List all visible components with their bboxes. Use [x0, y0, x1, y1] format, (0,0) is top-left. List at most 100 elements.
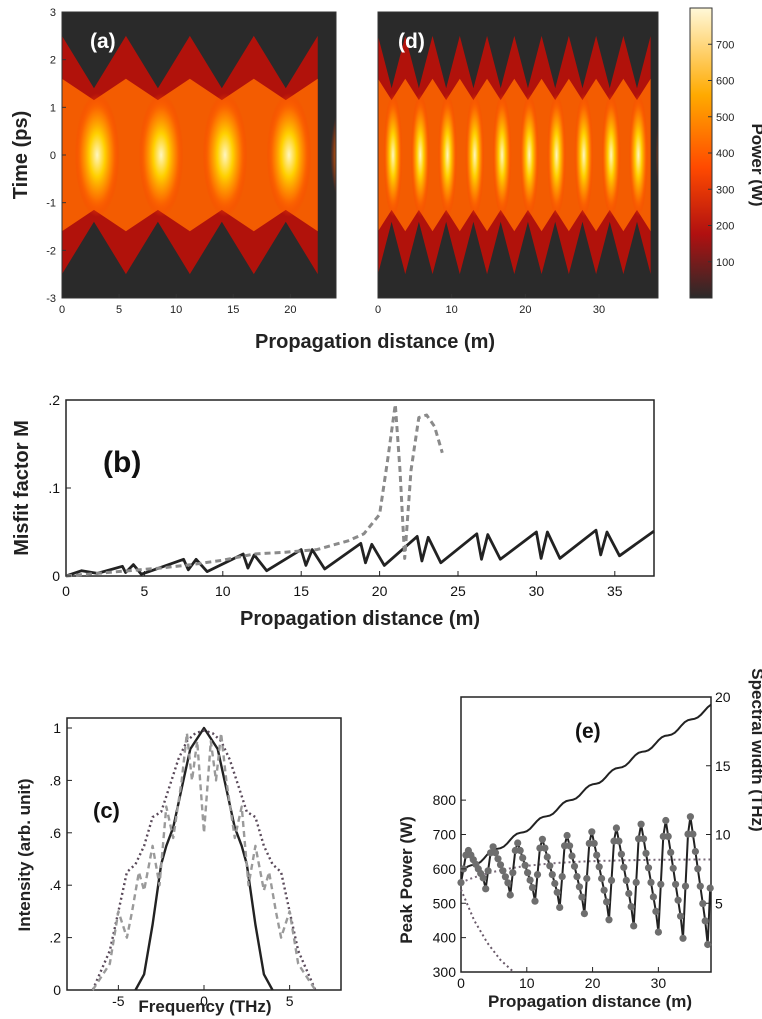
peak-power-point — [612, 824, 621, 832]
peak-power-point — [667, 848, 675, 857]
x-axis-label-ad: Propagation distance (m) — [255, 331, 495, 353]
peak-power-point — [482, 885, 490, 893]
colorbar-tick-label: 200 — [716, 221, 734, 233]
peak-power-point — [531, 897, 539, 905]
peak-power-point — [662, 816, 670, 825]
peak-power-point — [640, 835, 648, 843]
peak-power-point — [632, 878, 640, 887]
y-tick-label-e: 700 — [433, 827, 457, 843]
y-axis-label-a: Time (ps) — [10, 111, 32, 200]
peak-power-point — [524, 869, 532, 877]
y-tick-label-e: 800 — [433, 792, 457, 808]
peak-power-point — [536, 844, 544, 852]
peak-power-point — [563, 831, 571, 840]
peak-power-point — [637, 820, 645, 828]
peak-power-point — [519, 854, 527, 862]
peak-power-point — [506, 891, 514, 899]
peak-power-point — [644, 864, 653, 872]
plot-frame-b — [65, 399, 655, 577]
peak-power-point — [642, 849, 650, 857]
y-tick-label-a: 2 — [50, 55, 56, 67]
peak-power-point — [499, 867, 507, 875]
x-tick-label-c: 0 — [200, 993, 208, 1009]
y-axis-right-label-e: Spectral width (THz) — [748, 668, 762, 831]
peak-power-point — [548, 871, 556, 879]
peak-power-point — [701, 917, 709, 925]
heatmap-peak — [202, 93, 248, 217]
peak-power-point — [494, 855, 502, 863]
y-tick-label-c: 0 — [53, 982, 61, 998]
peak-power-point — [566, 842, 574, 850]
peak-power-point — [489, 843, 497, 851]
colorbar-tick-label: 400 — [716, 148, 734, 160]
heatmap-peak — [465, 93, 485, 217]
peak-power-point — [595, 863, 603, 871]
peak-power-point — [615, 837, 623, 845]
y-axis-label-e: Peak Power (W) — [397, 816, 416, 944]
x-tick-label-e: 30 — [651, 975, 667, 991]
peak-power-point — [491, 849, 500, 857]
y-tick-label-c: .8 — [49, 772, 61, 788]
peak-power-point — [583, 874, 591, 883]
y-tick-label-b: 0 — [52, 568, 60, 584]
peak-power-point — [521, 861, 529, 869]
heatmap-peak — [74, 93, 120, 217]
peak-power-point — [681, 882, 690, 890]
heatmap-peak — [656, 117, 658, 193]
peak-power-point — [689, 830, 697, 838]
peak-power-point — [657, 880, 665, 888]
peak-power-point — [504, 879, 512, 887]
y-tick-label-c: 1 — [53, 720, 61, 736]
spectral-width-dotted — [460, 858, 711, 884]
x-tick-label-b: 35 — [607, 583, 623, 599]
y-tick-label-c: .6 — [49, 825, 61, 841]
peak-power-point — [593, 851, 601, 859]
peak-power-point — [538, 835, 547, 843]
y-tick-label-a: 1 — [50, 102, 56, 114]
peak-power-point — [649, 893, 658, 901]
peak-power-point — [556, 903, 564, 912]
x-tick-label-e: 0 — [457, 975, 465, 991]
peak-power-point — [677, 912, 685, 920]
heatmap-peak — [138, 93, 184, 217]
peak-power-point — [694, 865, 702, 873]
colorbar-tick-label: 600 — [716, 76, 734, 88]
x-tick-label-b: 30 — [529, 583, 545, 599]
y-axis-label-b: Misfit factor M — [11, 420, 33, 556]
y-tick-label-e: 400 — [433, 930, 457, 946]
x-tick-label-e: 20 — [585, 975, 601, 991]
y-tick-label-a: 0 — [50, 150, 56, 162]
heatmap-core — [62, 78, 318, 232]
y-tick-label-b: .2 — [48, 392, 60, 408]
peak-power-point — [630, 922, 638, 930]
heatmap-peak — [330, 114, 336, 196]
x-tick-label-d: 0 — [375, 304, 381, 316]
panel-label-a: (a) — [90, 30, 116, 53]
peak-power-point — [691, 847, 700, 856]
heatmap-peak — [574, 93, 594, 217]
peak-power-point — [516, 846, 524, 855]
heatmap-peak — [437, 93, 458, 217]
peak-power-point — [627, 903, 635, 911]
peak-power-point — [479, 874, 487, 882]
peak-power-point — [457, 879, 465, 887]
peak-power-point — [551, 879, 559, 888]
y-right-tick-label-e: 10 — [715, 827, 731, 843]
panel-c: -5 0 5 1 .8 .6 .4 .2 0 (c) Intensity (arb. unit)… — [15, 717, 342, 1016]
peak-power-point — [570, 862, 579, 870]
panel-label-c: (c) — [93, 798, 120, 823]
peak-power-point — [533, 871, 542, 879]
x-tick-label-b: 15 — [293, 583, 309, 599]
x-tick-label-a: 0 — [59, 304, 65, 316]
series-line-dashed — [65, 402, 444, 578]
peak-power-point — [607, 876, 616, 885]
peak-power-point — [496, 861, 505, 869]
colorbar-label: Power (W) — [748, 123, 762, 206]
peak-power-point — [578, 893, 586, 901]
panel-label-e: (e) — [575, 720, 601, 743]
y-tick-label-a: 3 — [50, 7, 56, 19]
x-tick-label-a: 10 — [170, 304, 182, 316]
peak-power-point — [603, 898, 611, 906]
x-tick-label-c: 5 — [286, 993, 294, 1009]
peak-power-point — [598, 874, 606, 883]
